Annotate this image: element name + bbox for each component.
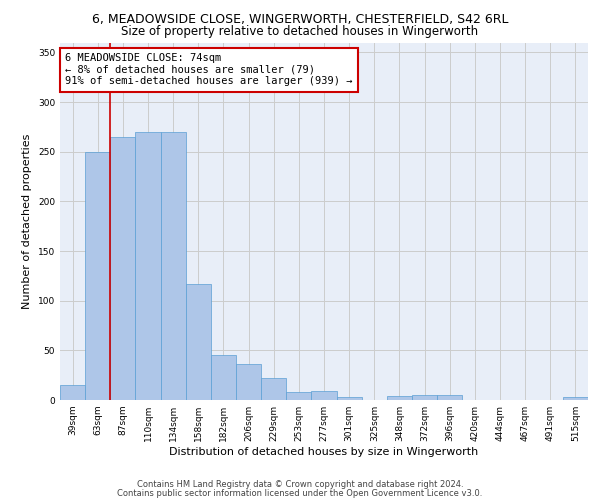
Bar: [211, 356, 236, 400]
Text: Size of property relative to detached houses in Wingerworth: Size of property relative to detached ho…: [121, 25, 479, 38]
Bar: [563, 397, 588, 400]
Bar: [186, 284, 211, 400]
Bar: [110, 137, 136, 400]
Bar: [85, 152, 110, 400]
Text: 6, MEADOWSIDE CLOSE, WINGERWORTH, CHESTERFIELD, S42 6RL: 6, MEADOWSIDE CLOSE, WINGERWORTH, CHESTE…: [92, 12, 508, 26]
Bar: [60, 385, 85, 400]
Bar: [387, 396, 412, 400]
Bar: [136, 132, 161, 400]
Bar: [286, 392, 311, 400]
Bar: [437, 395, 462, 400]
Bar: [412, 395, 437, 400]
Text: Contains HM Land Registry data © Crown copyright and database right 2024.: Contains HM Land Registry data © Crown c…: [137, 480, 463, 489]
Bar: [311, 391, 337, 400]
Bar: [236, 364, 261, 400]
Bar: [161, 132, 186, 400]
Y-axis label: Number of detached properties: Number of detached properties: [22, 134, 32, 309]
Text: 6 MEADOWSIDE CLOSE: 74sqm
← 8% of detached houses are smaller (79)
91% of semi-d: 6 MEADOWSIDE CLOSE: 74sqm ← 8% of detach…: [65, 53, 353, 86]
Bar: [337, 397, 362, 400]
Bar: [261, 378, 286, 400]
Text: Contains public sector information licensed under the Open Government Licence v3: Contains public sector information licen…: [118, 488, 482, 498]
X-axis label: Distribution of detached houses by size in Wingerworth: Distribution of detached houses by size …: [169, 447, 479, 457]
